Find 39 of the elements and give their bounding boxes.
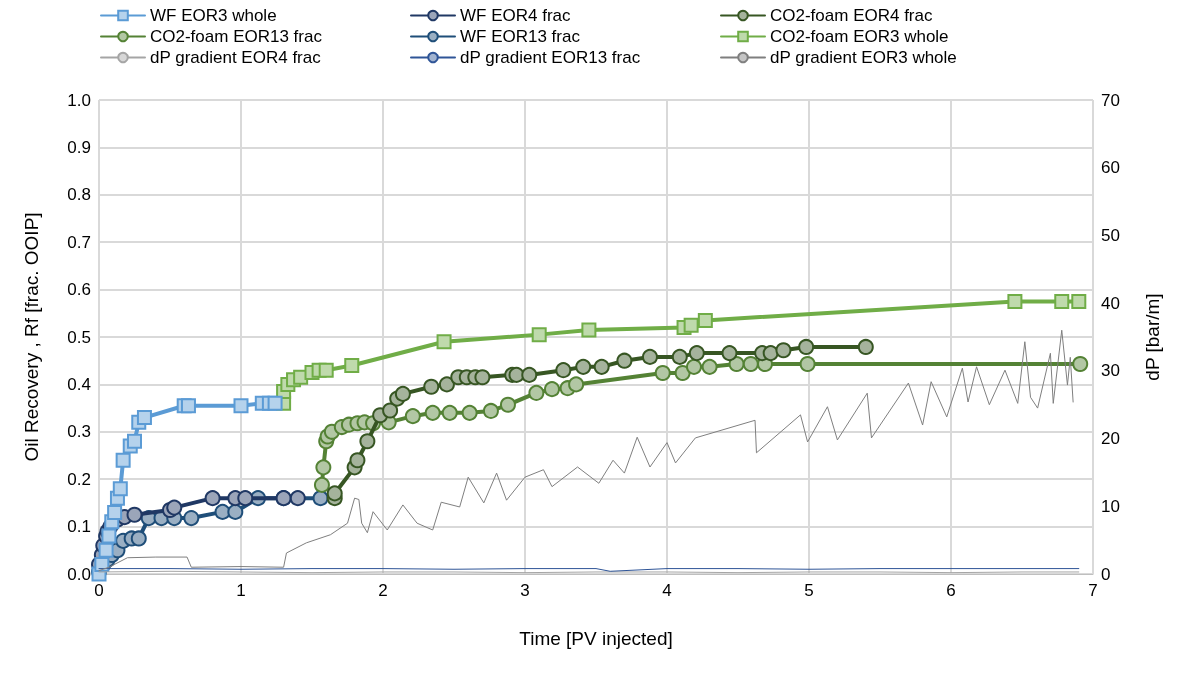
y-tick-label: 0.1 [67,517,91,537]
legend-label: WF EOR13 frac [460,27,581,46]
y2-tick-label: 50 [1101,225,1120,245]
y-axis-title: Oil Recovery , Rf [frac. OOIP] [21,212,42,462]
legend-label: dP gradient EOR13 frac [460,48,641,67]
legend-label: WF EOR3 whole [150,6,277,25]
y-tick-label: 0.6 [67,280,91,300]
x-tick-label: 7 [1088,581,1098,600]
y2-tick-label: 0 [1101,564,1111,584]
x-tick-label: 4 [662,581,672,600]
y2-tick-label: 10 [1101,496,1120,516]
x-tick-label: 3 [520,581,530,600]
legend-label: CO2-foam EOR13 frac [150,27,323,46]
legend-label: dP gradient EOR4 frac [150,48,322,67]
y-tick-label: 0.2 [67,469,91,489]
legend-label: WF EOR4 frac [460,6,572,25]
y2-tick-label: 30 [1101,361,1120,381]
y2-tick-label: 60 [1101,158,1120,178]
legend-label: CO2-foam EOR3 whole [770,27,949,46]
legend-label: CO2-foam EOR4 frac [770,6,933,25]
x-axis-title: Time [PV injected] [519,628,673,649]
y-tick-label: 1.0 [67,90,91,110]
y2-tick-label: 70 [1101,90,1120,110]
y-tick-label: 0.4 [67,374,91,394]
y-tick-label: 0.8 [67,185,91,205]
y-tick-label: 0.5 [67,327,91,347]
y-tick-label: 0.9 [67,137,91,157]
y-tick-label: 0.0 [67,564,91,584]
x-tick-label: 2 [378,581,388,600]
x-tick-label: 5 [804,581,814,600]
legend-label: dP gradient EOR3 whole [770,48,957,67]
y2-tick-label: 40 [1101,293,1120,313]
y2-axis-title: dP [bar/m] [1142,293,1163,381]
x-tick-label: 6 [946,581,956,600]
x-tick-label: 1 [236,581,246,600]
y-tick-label: 0.7 [67,232,91,252]
y2-tick-label: 20 [1101,429,1120,449]
x-tick-label: 0 [94,581,104,600]
y-tick-label: 0.3 [67,422,91,442]
